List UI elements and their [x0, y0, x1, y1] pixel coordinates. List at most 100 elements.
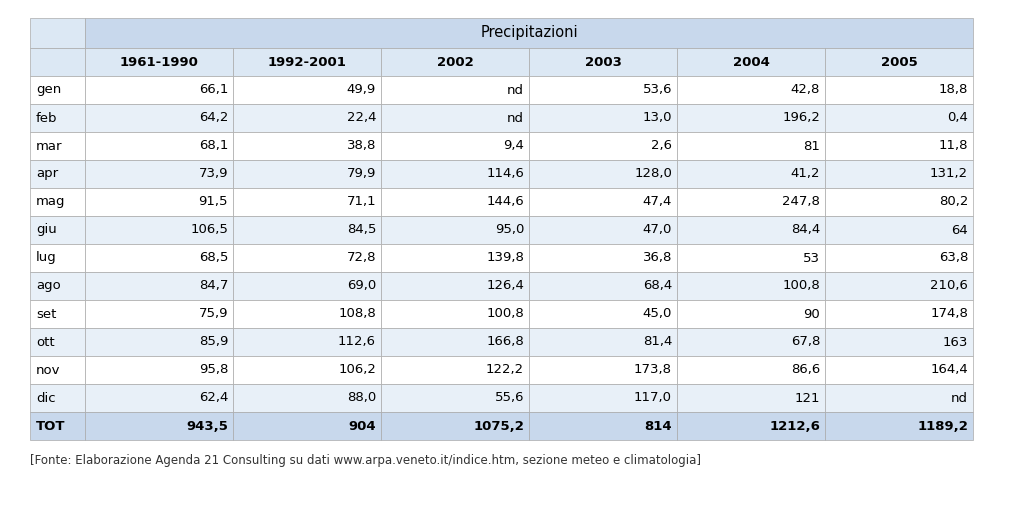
Text: 53: 53: [803, 252, 820, 265]
Bar: [233, 132, 381, 160]
Bar: [233, 328, 381, 356]
Text: 62,4: 62,4: [199, 392, 228, 405]
Bar: [529, 300, 677, 328]
Bar: [30, 356, 85, 384]
Bar: [677, 412, 825, 440]
Text: 904: 904: [348, 420, 376, 433]
Text: 1961-1990: 1961-1990: [119, 56, 199, 69]
Bar: [677, 132, 825, 160]
Bar: [529, 356, 677, 384]
Text: 11,8: 11,8: [938, 139, 968, 152]
Text: 106,5: 106,5: [190, 224, 228, 237]
Text: 139,8: 139,8: [486, 252, 524, 265]
Text: 174,8: 174,8: [930, 307, 968, 320]
Text: mar: mar: [36, 139, 63, 152]
Bar: [529, 216, 677, 244]
Text: 100,8: 100,8: [782, 280, 820, 292]
Text: nd: nd: [507, 111, 524, 124]
Bar: [233, 384, 381, 412]
Text: 85,9: 85,9: [199, 335, 228, 348]
Text: apr: apr: [36, 167, 59, 180]
Bar: [825, 272, 973, 300]
Bar: [825, 328, 973, 356]
Text: 117,0: 117,0: [634, 392, 672, 405]
Bar: [30, 48, 85, 76]
Text: 42,8: 42,8: [791, 84, 820, 97]
Bar: [233, 216, 381, 244]
Text: 2003: 2003: [584, 56, 622, 69]
Text: 1189,2: 1189,2: [917, 420, 968, 433]
Bar: [233, 244, 381, 272]
Text: 247,8: 247,8: [782, 196, 820, 209]
Text: 38,8: 38,8: [347, 139, 376, 152]
Bar: [825, 244, 973, 272]
Bar: [381, 412, 529, 440]
Text: 108,8: 108,8: [338, 307, 376, 320]
Bar: [381, 216, 529, 244]
Text: 68,1: 68,1: [199, 139, 228, 152]
Bar: [30, 216, 85, 244]
Bar: [85, 412, 233, 440]
Bar: [30, 132, 85, 160]
Bar: [825, 384, 973, 412]
Text: 64: 64: [951, 224, 968, 237]
Text: 144,6: 144,6: [486, 196, 524, 209]
Text: TOT: TOT: [36, 420, 66, 433]
Text: 41,2: 41,2: [790, 167, 820, 180]
Bar: [529, 48, 677, 76]
Bar: [529, 132, 677, 160]
Text: 18,8: 18,8: [938, 84, 968, 97]
Text: lug: lug: [36, 252, 57, 265]
Bar: [677, 272, 825, 300]
Text: 64,2: 64,2: [199, 111, 228, 124]
Text: 163: 163: [942, 335, 968, 348]
Text: 67,8: 67,8: [791, 335, 820, 348]
Bar: [825, 76, 973, 104]
Text: [Fonte: Elaborazione Agenda 21 Consulting su dati www.arpa.veneto.it/indice.htm,: [Fonte: Elaborazione Agenda 21 Consultin…: [30, 454, 701, 467]
Bar: [677, 48, 825, 76]
Bar: [85, 244, 233, 272]
Bar: [85, 300, 233, 328]
Bar: [233, 300, 381, 328]
Text: 95,0: 95,0: [494, 224, 524, 237]
Text: 9,4: 9,4: [503, 139, 524, 152]
Bar: [825, 188, 973, 216]
Bar: [85, 384, 233, 412]
Text: 81,4: 81,4: [643, 335, 672, 348]
Bar: [381, 104, 529, 132]
Bar: [85, 76, 233, 104]
Text: dic: dic: [36, 392, 55, 405]
Bar: [825, 132, 973, 160]
Bar: [529, 328, 677, 356]
Text: 95,8: 95,8: [199, 363, 228, 376]
Bar: [233, 356, 381, 384]
Bar: [381, 272, 529, 300]
Bar: [85, 272, 233, 300]
Bar: [30, 244, 85, 272]
Bar: [677, 384, 825, 412]
Text: 81: 81: [803, 139, 820, 152]
Text: 45,0: 45,0: [643, 307, 672, 320]
Text: 36,8: 36,8: [643, 252, 672, 265]
Text: 73,9: 73,9: [199, 167, 228, 180]
Bar: [677, 104, 825, 132]
Bar: [381, 300, 529, 328]
Text: giu: giu: [36, 224, 57, 237]
Bar: [825, 216, 973, 244]
Text: gen: gen: [36, 84, 62, 97]
Text: 121: 121: [794, 392, 820, 405]
Text: set: set: [36, 307, 57, 320]
Bar: [30, 188, 85, 216]
Bar: [381, 48, 529, 76]
Bar: [30, 384, 85, 412]
Bar: [30, 160, 85, 188]
Bar: [677, 328, 825, 356]
Text: 68,5: 68,5: [199, 252, 228, 265]
Text: 2,6: 2,6: [651, 139, 672, 152]
Text: 84,4: 84,4: [791, 224, 820, 237]
Text: 1992-2001: 1992-2001: [267, 56, 346, 69]
Text: 122,2: 122,2: [486, 363, 524, 376]
Bar: [30, 76, 85, 104]
Bar: [30, 328, 85, 356]
Bar: [233, 76, 381, 104]
